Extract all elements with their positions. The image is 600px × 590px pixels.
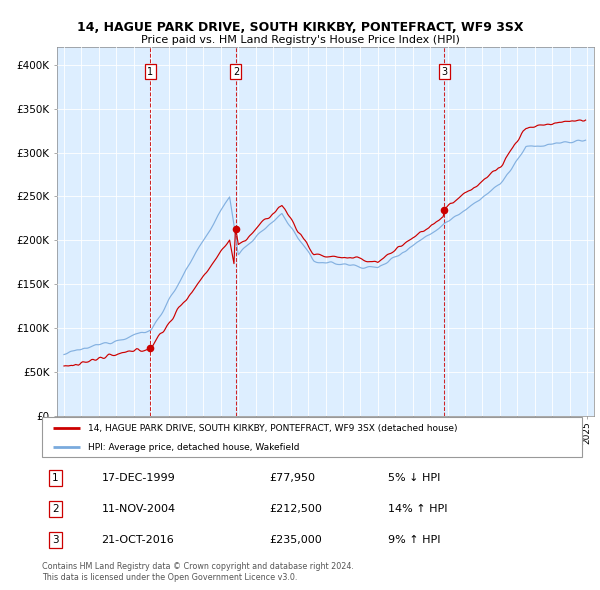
Text: This data is licensed under the Open Government Licence v3.0.: This data is licensed under the Open Gov… [42, 573, 298, 582]
Text: 17-DEC-1999: 17-DEC-1999 [101, 473, 175, 483]
Text: 1: 1 [148, 67, 154, 77]
Text: 14, HAGUE PARK DRIVE, SOUTH KIRKBY, PONTEFRACT, WF9 3SX (detached house): 14, HAGUE PARK DRIVE, SOUTH KIRKBY, PONT… [88, 424, 457, 433]
Text: 14, HAGUE PARK DRIVE, SOUTH KIRKBY, PONTEFRACT, WF9 3SX: 14, HAGUE PARK DRIVE, SOUTH KIRKBY, PONT… [77, 21, 523, 34]
Text: 14% ↑ HPI: 14% ↑ HPI [388, 504, 447, 514]
Text: 5% ↓ HPI: 5% ↓ HPI [388, 473, 440, 483]
Text: 9% ↑ HPI: 9% ↑ HPI [388, 535, 440, 545]
Text: 2: 2 [233, 67, 239, 77]
Text: £235,000: £235,000 [269, 535, 322, 545]
FancyBboxPatch shape [42, 417, 582, 457]
Text: 11-NOV-2004: 11-NOV-2004 [101, 504, 176, 514]
Text: Price paid vs. HM Land Registry's House Price Index (HPI): Price paid vs. HM Land Registry's House … [140, 35, 460, 45]
Text: 3: 3 [52, 535, 59, 545]
Text: HPI: Average price, detached house, Wakefield: HPI: Average price, detached house, Wake… [88, 442, 299, 452]
Text: Contains HM Land Registry data © Crown copyright and database right 2024.: Contains HM Land Registry data © Crown c… [42, 562, 354, 571]
Text: 3: 3 [441, 67, 447, 77]
Text: 21-OCT-2016: 21-OCT-2016 [101, 535, 174, 545]
Text: £77,950: £77,950 [269, 473, 315, 483]
Text: 1: 1 [52, 473, 59, 483]
Text: 2: 2 [52, 504, 59, 514]
Text: £212,500: £212,500 [269, 504, 322, 514]
